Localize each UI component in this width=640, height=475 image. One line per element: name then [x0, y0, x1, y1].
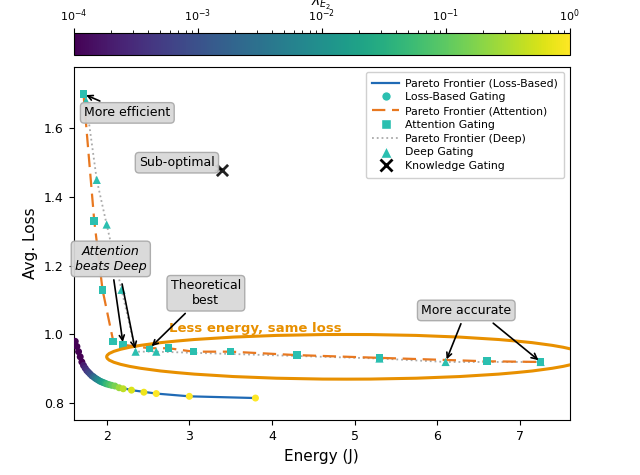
Point: [482, 358, 492, 365]
Point: [82, 367, 92, 374]
Point: [116, 286, 127, 294]
Point: [99, 379, 109, 386]
Point: [374, 354, 385, 361]
Point: [151, 348, 161, 355]
Point: [139, 389, 149, 396]
Point: [114, 384, 124, 391]
Text: Sub-optimal: Sub-optimal: [139, 156, 222, 171]
Point: [92, 375, 102, 383]
Point: [74, 348, 84, 355]
Point: [374, 355, 385, 362]
Point: [108, 338, 118, 345]
Point: [131, 348, 141, 355]
Point: [85, 370, 95, 378]
Point: [97, 378, 107, 386]
Point: [72, 342, 82, 350]
Point: [83, 369, 93, 376]
Point: [106, 381, 116, 389]
Point: [104, 381, 115, 389]
Text: More efficient: More efficient: [84, 95, 170, 119]
Point: [118, 341, 129, 349]
Point: [110, 382, 120, 390]
Text: Theoretical
best: Theoretical best: [153, 279, 241, 345]
Point: [164, 344, 174, 352]
Y-axis label: Avg. Loss: Avg. Loss: [23, 208, 38, 279]
Point: [118, 385, 129, 392]
Point: [184, 392, 195, 400]
Point: [97, 286, 108, 294]
Point: [78, 361, 88, 369]
Point: [100, 380, 110, 387]
Point: [78, 90, 88, 98]
Point: [95, 378, 105, 385]
Point: [102, 380, 112, 388]
Point: [81, 97, 91, 104]
Point: [536, 358, 546, 366]
Point: [151, 390, 161, 398]
Point: [217, 166, 228, 173]
Text: Less energy, same loss: Less energy, same loss: [169, 322, 342, 335]
Legend: Pareto Frontier (Loss-Based), Loss-Based Gating, Pareto Frontier (Attention), At: Pareto Frontier (Loss-Based), Loss-Based…: [366, 72, 564, 178]
Point: [70, 338, 81, 345]
Point: [86, 372, 97, 380]
Point: [145, 344, 155, 352]
Text: Attention
beats Deep: Attention beats Deep: [75, 245, 147, 340]
Point: [440, 358, 451, 366]
Point: [80, 364, 90, 372]
Point: [93, 376, 104, 384]
X-axis label: $\lambda_{E_2}$: $\lambda_{E_2}$: [311, 0, 332, 11]
Point: [536, 358, 546, 366]
Point: [90, 374, 100, 382]
Point: [89, 217, 99, 225]
Point: [188, 348, 198, 355]
Point: [102, 221, 112, 228]
X-axis label: Energy (J): Energy (J): [284, 449, 359, 464]
Point: [292, 352, 302, 359]
Point: [225, 348, 236, 355]
Point: [75, 353, 85, 361]
Point: [250, 394, 260, 402]
Point: [92, 176, 102, 184]
Point: [126, 386, 136, 394]
Text: More accurate: More accurate: [421, 304, 511, 358]
Point: [77, 358, 87, 366]
Point: [88, 373, 99, 380]
